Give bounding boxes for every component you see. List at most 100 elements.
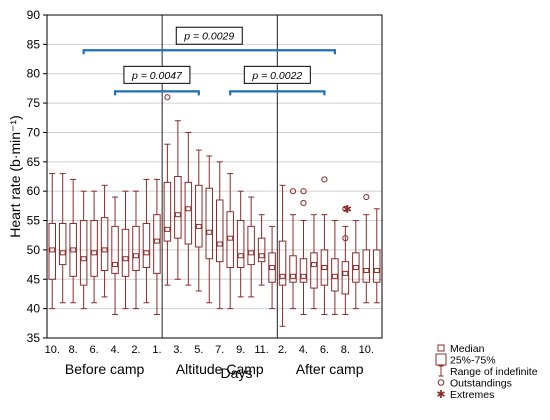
y-tick-label: 50 xyxy=(27,243,41,257)
y-tick-label: 45 xyxy=(27,272,41,286)
box-iqr xyxy=(163,181,172,242)
box-median xyxy=(132,253,139,259)
y-tick-label: 90 xyxy=(27,8,41,22)
legend-label: Median xyxy=(450,343,485,355)
box-iqr xyxy=(174,176,182,239)
y-tick-label: 65 xyxy=(27,155,41,169)
x-tick-label: 8. xyxy=(341,344,350,356)
box-median xyxy=(321,265,328,271)
box-iqr xyxy=(257,237,266,263)
x-tick-label: 10. xyxy=(45,344,60,356)
x-tick-label: 5. xyxy=(194,344,203,356)
y-tick-label: 70 xyxy=(27,125,41,139)
x-tick-label: 4. xyxy=(299,344,308,356)
box-median xyxy=(373,267,380,273)
box-median xyxy=(237,253,244,259)
box-median xyxy=(91,250,98,256)
box-median xyxy=(153,238,160,244)
box-iqr xyxy=(278,240,287,286)
x-tick-label: 7. xyxy=(215,344,224,356)
legend-outlier-swatch xyxy=(437,379,445,386)
box-iqr xyxy=(268,252,276,283)
box-iqr xyxy=(236,220,245,269)
group-label: Before camp xyxy=(65,361,145,377)
box-iqr xyxy=(289,255,297,283)
group-label: Altitude Camp xyxy=(176,361,264,377)
outlier-point xyxy=(342,205,349,212)
p-value-label: p = 0.0029 xyxy=(183,31,234,43)
x-tick-label: 2. xyxy=(131,344,140,356)
box-median xyxy=(101,247,108,253)
group-label: After camp xyxy=(296,361,364,377)
outlier-point xyxy=(321,176,328,183)
x-tick-label: 1. xyxy=(152,344,161,356)
box-median xyxy=(290,273,297,279)
outlier-point xyxy=(289,188,297,195)
box-median xyxy=(143,250,150,256)
box-iqr xyxy=(352,252,360,283)
y-tick-label: 35 xyxy=(27,331,41,345)
box-iqr xyxy=(58,222,67,266)
box-median xyxy=(363,267,370,273)
box-iqr xyxy=(362,249,371,283)
x-tick-label: 6. xyxy=(90,344,99,356)
p-value-box xyxy=(243,65,311,84)
box-median xyxy=(300,273,307,279)
y-tick-label: 75 xyxy=(27,96,41,110)
box-iqr xyxy=(310,252,318,289)
box-iqr xyxy=(111,225,119,274)
box-median xyxy=(206,229,213,235)
box-median xyxy=(59,250,66,256)
legend-label: Extremes xyxy=(450,389,494,401)
significance-bracket xyxy=(82,49,336,55)
box-median xyxy=(342,270,349,276)
legend-median-swatch xyxy=(437,344,445,352)
y-tick-label: 60 xyxy=(27,184,41,198)
legend-box-swatch xyxy=(435,353,447,366)
box-median xyxy=(269,265,276,271)
x-tick-label: 11. xyxy=(254,344,268,356)
extreme-point: ✱ xyxy=(343,204,352,216)
p-value-box xyxy=(123,65,191,84)
box-iqr xyxy=(226,211,234,269)
box-median xyxy=(164,226,171,232)
box-median xyxy=(227,235,234,241)
box-iqr xyxy=(132,225,140,271)
legend-extreme-swatch: ✱ xyxy=(436,389,445,401)
x-tick-label: 9. xyxy=(236,344,245,356)
box-iqr xyxy=(195,184,203,248)
x-axis-label: Days xyxy=(221,365,253,381)
box-iqr xyxy=(48,222,56,280)
box-iqr xyxy=(79,220,88,286)
box-median xyxy=(122,256,129,262)
outlier-point xyxy=(342,235,349,242)
box-median xyxy=(185,206,192,212)
x-tick-label: 8. xyxy=(69,344,78,356)
legend-label: Outstandings xyxy=(450,378,512,390)
box-median xyxy=(248,250,255,256)
x-tick-label: 2. xyxy=(278,344,287,356)
box-median xyxy=(352,265,359,271)
outlier-point xyxy=(300,199,307,207)
box-iqr xyxy=(69,222,77,277)
legend-label: 25%-75% xyxy=(450,355,496,367)
y-tick-label: 40 xyxy=(27,302,41,316)
box-median xyxy=(49,247,56,253)
significance-bracket xyxy=(229,90,326,96)
box-iqr xyxy=(341,261,350,295)
x-tick-label: 10. xyxy=(359,344,374,356)
y-axis-label: Heart rate (b·min⁻¹) xyxy=(7,115,23,238)
box-iqr xyxy=(205,187,214,260)
box-iqr xyxy=(184,181,193,245)
box-median xyxy=(331,273,338,279)
box-iqr xyxy=(331,258,339,292)
box-median xyxy=(112,262,119,268)
outlier-point xyxy=(164,94,171,101)
box-median xyxy=(70,247,77,253)
box-iqr xyxy=(299,258,308,283)
box-iqr xyxy=(373,249,381,283)
outlier-point xyxy=(300,188,307,195)
x-tick-label: 3. xyxy=(173,344,182,356)
